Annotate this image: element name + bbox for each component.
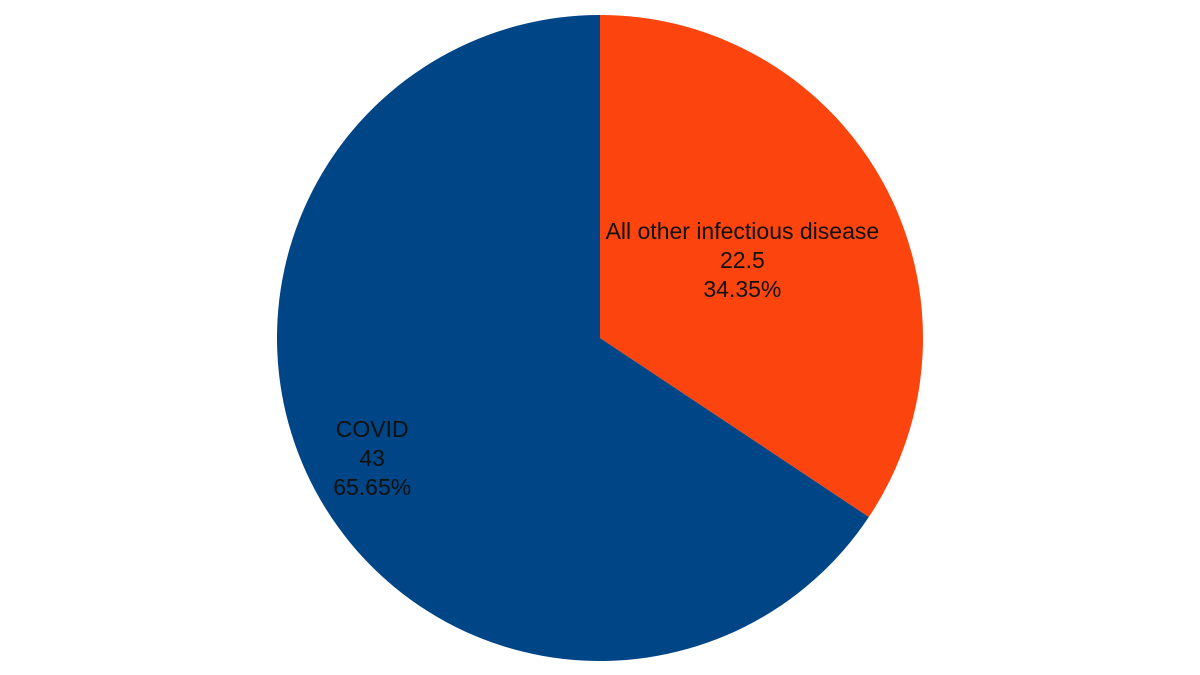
slice-percent: 65.65% bbox=[333, 474, 411, 500]
pie-slice bbox=[277, 15, 869, 661]
slice-value: 43 bbox=[359, 445, 385, 471]
slice-percent: 34.35% bbox=[703, 276, 781, 302]
slice-label: COVID bbox=[336, 416, 409, 442]
slice-label: All other infectious disease bbox=[606, 218, 880, 244]
slice-value: 22.5 bbox=[720, 247, 765, 273]
pie-slice bbox=[600, 15, 924, 518]
